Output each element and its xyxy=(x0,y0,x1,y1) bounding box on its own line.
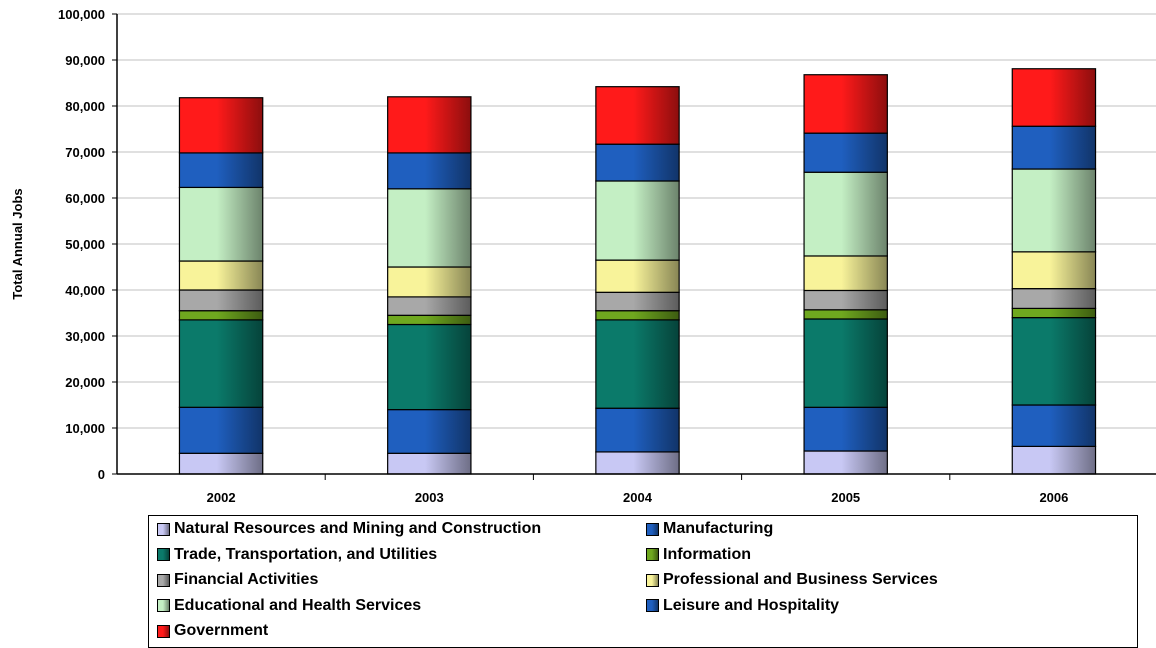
legend-label: Professional and Business Services xyxy=(663,571,938,588)
bar-segment xyxy=(803,74,888,134)
bar-segment xyxy=(595,259,680,293)
bar-segment xyxy=(387,266,472,298)
legend-swatch xyxy=(157,522,170,536)
legend-item: Government xyxy=(157,620,268,642)
x-tick-label: 2006 xyxy=(1039,490,1068,505)
stacked-bar-chart: 0 10,000 20,000 30,000 40,000 50,000 60,000 70,… xyxy=(10,7,1156,505)
y-tick-label: 0 xyxy=(98,467,105,482)
legend-label: Government xyxy=(174,622,269,639)
y-tick-label: 50,000 xyxy=(65,237,105,252)
legend-item: Professional and Business Services xyxy=(646,569,938,591)
bar-segment xyxy=(387,314,472,326)
legend-label: Financial Activities xyxy=(174,571,319,588)
bar-segment xyxy=(595,310,680,321)
legend-item: Information xyxy=(646,544,751,566)
bar-segment xyxy=(387,152,472,190)
bar-segment xyxy=(387,409,472,454)
y-tick-label: 90,000 xyxy=(65,53,105,68)
bar-segment xyxy=(178,260,264,291)
bar-segment xyxy=(1011,317,1097,406)
bar-segment xyxy=(178,406,264,454)
legend-label: Educational and Health Services xyxy=(174,596,422,614)
legend-item: Trade, Transportation, and Utilities xyxy=(157,544,437,566)
y-tick-label: 40,000 xyxy=(65,283,105,298)
bar-segment xyxy=(178,152,264,189)
bar-segment xyxy=(803,171,888,257)
bar-segment xyxy=(803,132,888,173)
bar-segment xyxy=(178,452,264,475)
bars xyxy=(178,68,1097,475)
bar-segment xyxy=(803,255,888,292)
bar-segment xyxy=(595,407,680,453)
legend-label: Information xyxy=(663,545,751,563)
bar-segment xyxy=(1011,404,1097,448)
bar-segment xyxy=(803,318,888,408)
bar-segment xyxy=(595,319,680,409)
legend-swatch xyxy=(646,548,659,561)
y-tick-label: 30,000 xyxy=(65,329,105,344)
y-tick-label: 10,000 xyxy=(65,421,105,436)
legend-swatch xyxy=(157,573,170,587)
bar-segment xyxy=(803,450,888,475)
y-tick-label: 80,000 xyxy=(65,99,105,114)
legend-item: Natural Resources and Mining and Constru… xyxy=(157,518,541,540)
bar-segment xyxy=(1011,168,1097,253)
y-tick-label: 100,000 xyxy=(58,7,105,22)
bar-segment xyxy=(387,296,472,316)
bar-segment xyxy=(178,310,264,321)
bar-segment xyxy=(1011,445,1097,475)
x-tick-label: 2004 xyxy=(623,490,653,505)
x-tick-label: 2005 xyxy=(831,490,860,505)
legend: Natural Resources and Mining and Constru… xyxy=(148,515,1138,648)
legend-swatch xyxy=(157,624,170,638)
bar-segment xyxy=(595,143,680,182)
legend-swatch xyxy=(646,522,659,536)
y-tick-label: 70,000 xyxy=(65,145,105,160)
bar-segment xyxy=(1011,68,1097,127)
legend-label: Natural Resources and Mining and Constru… xyxy=(174,520,542,537)
bar-segment xyxy=(387,323,472,411)
axes xyxy=(112,13,1156,480)
legend-swatch xyxy=(157,599,170,612)
bar-segment xyxy=(595,451,680,475)
bar-segment xyxy=(1011,307,1097,319)
bar-segment xyxy=(1011,288,1097,309)
bar-segment xyxy=(803,406,888,452)
bar-segment xyxy=(1011,251,1097,290)
bar-segment xyxy=(178,319,264,408)
bar-segment xyxy=(387,96,472,154)
bar-segment xyxy=(178,289,264,312)
legend-item: Leisure and Hospitality xyxy=(646,595,839,617)
y-axis-label: Total Annual Jobs xyxy=(10,188,25,299)
bar-segment xyxy=(595,180,680,261)
bar-segment xyxy=(595,86,680,145)
legend-item: Manufacturing xyxy=(646,518,773,540)
bar-segment xyxy=(387,452,472,475)
x-tick-label: 2003 xyxy=(415,490,444,505)
legend-item: Financial Activities xyxy=(157,569,318,591)
y-tick-label: 20,000 xyxy=(65,375,105,390)
x-tick-label: 2002 xyxy=(207,490,236,505)
legend-swatch xyxy=(157,548,170,561)
bar-segment xyxy=(803,289,888,311)
legend-swatch xyxy=(646,599,659,612)
legend-item: Educational and Health Services xyxy=(157,595,421,617)
bar-segment xyxy=(803,309,888,320)
y-tick-label: 60,000 xyxy=(65,191,105,206)
bar-segment xyxy=(178,97,264,154)
legend-swatch xyxy=(646,573,659,587)
bar-segment xyxy=(595,291,680,312)
legend-label: Manufacturing xyxy=(663,520,774,537)
bar-segment xyxy=(387,188,472,268)
tick-labels: 0 10,000 20,000 30,000 40,000 50,000 60,000 70,… xyxy=(58,7,1068,505)
legend-label: Trade, Transportation, and Utilities xyxy=(174,545,438,563)
bar-segment xyxy=(1011,125,1097,170)
legend-label: Leisure and Hospitality xyxy=(663,596,840,614)
bar-segment xyxy=(178,186,264,262)
